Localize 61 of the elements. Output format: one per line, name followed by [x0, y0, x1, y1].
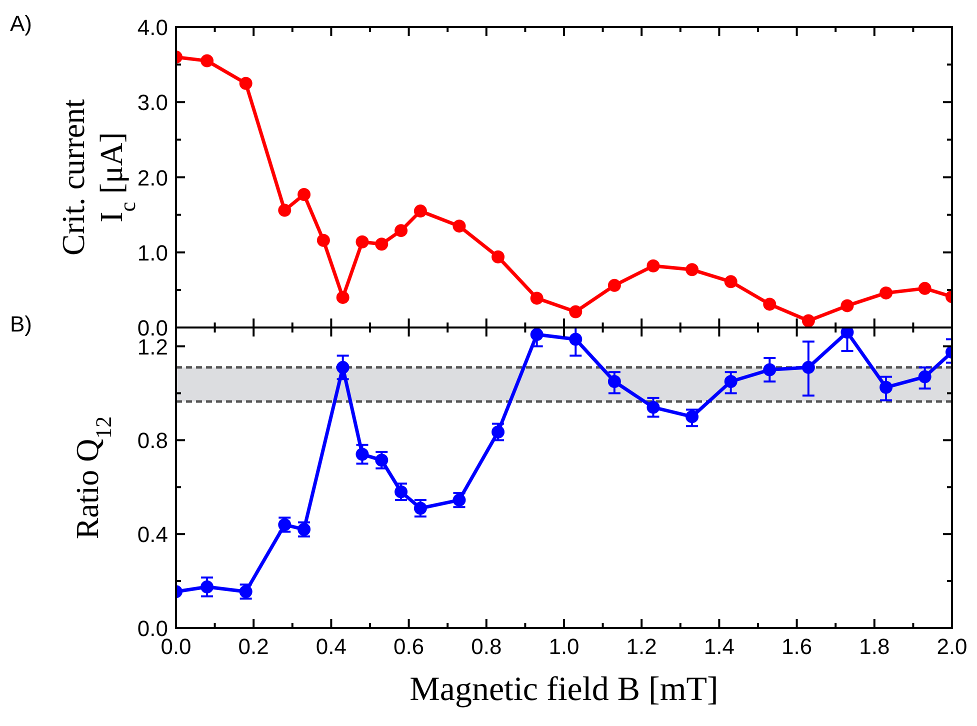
point	[530, 328, 544, 342]
point	[880, 380, 893, 394]
point	[724, 275, 738, 288]
point	[278, 204, 292, 217]
x-tick-label: 0.8	[471, 634, 502, 659]
point	[298, 188, 311, 202]
chart-title: B)	[10, 312, 32, 336]
point	[394, 485, 408, 498]
point	[608, 278, 621, 292]
y-tick-label: 4.0	[137, 15, 168, 40]
x-tick-label: 1.2	[626, 634, 657, 659]
point	[492, 425, 505, 438]
x-tick-label: 2.0	[936, 634, 968, 659]
point	[802, 314, 815, 328]
point	[452, 220, 466, 233]
point	[569, 305, 582, 318]
x-tick-label: 1.0	[548, 634, 580, 659]
y-tick-label: 0.0	[137, 316, 168, 340]
point	[394, 224, 408, 238]
point	[918, 282, 932, 295]
point	[336, 290, 350, 304]
point	[200, 580, 214, 594]
point	[840, 299, 854, 312]
point	[316, 234, 330, 247]
point	[646, 259, 660, 272]
point	[356, 448, 369, 461]
point	[375, 454, 388, 467]
y-tick-label: 0.8	[137, 428, 168, 454]
x-tick-label: 1.8	[859, 634, 890, 659]
point	[492, 250, 505, 264]
point	[724, 374, 738, 388]
point	[608, 374, 621, 388]
x-tick-label: 0.4	[316, 634, 346, 659]
y-tick-label: 0.4	[137, 522, 168, 548]
x-tick-label: 0.2	[238, 634, 269, 659]
point	[918, 370, 932, 384]
point	[840, 328, 854, 339]
point	[763, 363, 776, 376]
point	[686, 410, 699, 424]
y-tick-label: 3.0	[137, 90, 168, 116]
point	[239, 76, 252, 90]
point	[200, 54, 214, 68]
x-axis-title: Magnetic field B [mT]	[410, 671, 718, 708]
point	[336, 360, 350, 374]
point	[880, 286, 893, 300]
x-tick-label: 0.6	[394, 634, 424, 659]
y-tick-label: 2.0	[137, 165, 168, 190]
x-tick-label: 1.4	[704, 634, 734, 659]
point	[414, 502, 427, 515]
point	[414, 204, 427, 218]
point	[763, 298, 776, 311]
point	[375, 238, 388, 251]
chart-title: A)	[10, 11, 32, 36]
point	[569, 332, 582, 346]
y-tick-label: 1.0	[137, 240, 168, 266]
point	[530, 292, 544, 305]
point	[356, 235, 369, 248]
point	[802, 360, 815, 374]
point	[686, 263, 699, 276]
x-tick-label: 1.6	[782, 634, 812, 659]
point	[646, 400, 660, 414]
